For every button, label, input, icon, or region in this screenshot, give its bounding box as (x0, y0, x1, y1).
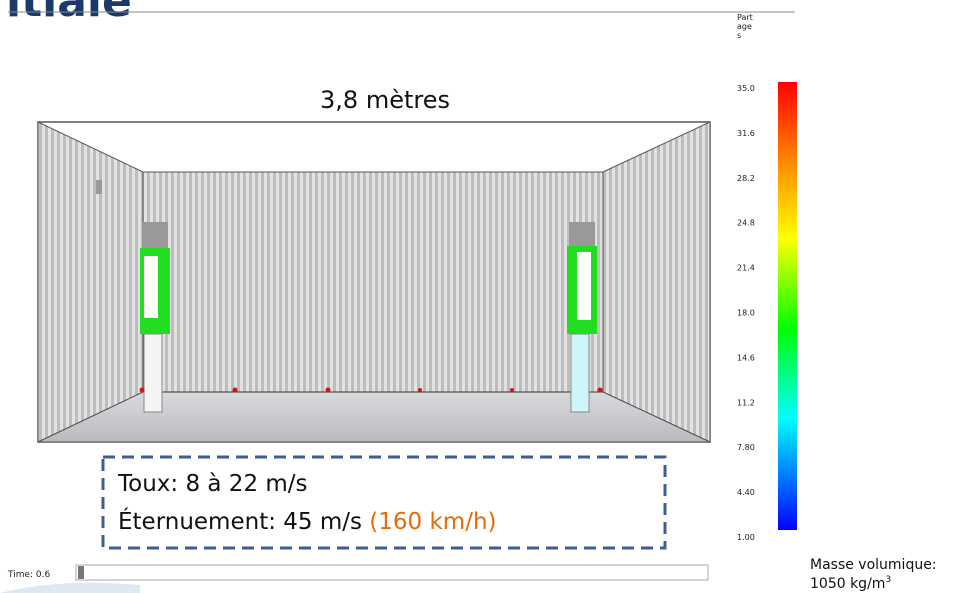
sneeze-speed-text: Éternuement: 45 m/s (118, 507, 362, 535)
colorbar-label: 28.2 (737, 174, 755, 183)
colorbar-label: 4.40 (737, 488, 755, 497)
slide-title: itiale (6, 0, 132, 27)
colorbar-label: 1.00 (737, 533, 755, 542)
colorbar-label: 7.80 (737, 443, 755, 452)
colorbar-title: s (737, 31, 741, 40)
time-slider-thumb[interactable] (78, 566, 84, 579)
room-render (38, 122, 710, 442)
slide-decoration (0, 583, 140, 593)
colorbar-label: 18.0 (737, 309, 755, 318)
colorbar (778, 82, 797, 530)
sneeze-speed: Éternuement: 45 m/s (160 km/h) (118, 507, 497, 535)
colorbar-label: 24.8 (737, 219, 755, 228)
colorbar-label: 14.6 (737, 353, 755, 362)
colorbar-label: 31.6 (737, 129, 755, 138)
colorbar-label: 11.2 (737, 398, 755, 407)
sneeze-kmh: (160 km/h) (369, 509, 496, 535)
colorbar-label: 35.0 (737, 84, 755, 93)
slide: itiale 3,8 mètres Toux: 8 à 22 m/s Étern… (0, 0, 972, 593)
colorbar-title: age (737, 22, 752, 31)
time-slider[interactable] (76, 565, 708, 580)
density-label: Masse volumique: (810, 557, 937, 573)
density-value: 1050 kg/m3 (810, 575, 891, 592)
cough-speed: Toux: 8 à 22 m/s (117, 471, 308, 497)
time-label: Time: 0.6 (7, 570, 51, 580)
density-number: 1050 kg/m (810, 576, 885, 592)
colorbar-title: Part (737, 13, 753, 22)
density-exponent: 3 (885, 575, 891, 585)
slide-canvas: itiale 3,8 mètres Toux: 8 à 22 m/s Étern… (0, 0, 972, 593)
room-width-label: 3,8 mètres (320, 86, 450, 114)
colorbar-label: 21.4 (737, 264, 755, 273)
